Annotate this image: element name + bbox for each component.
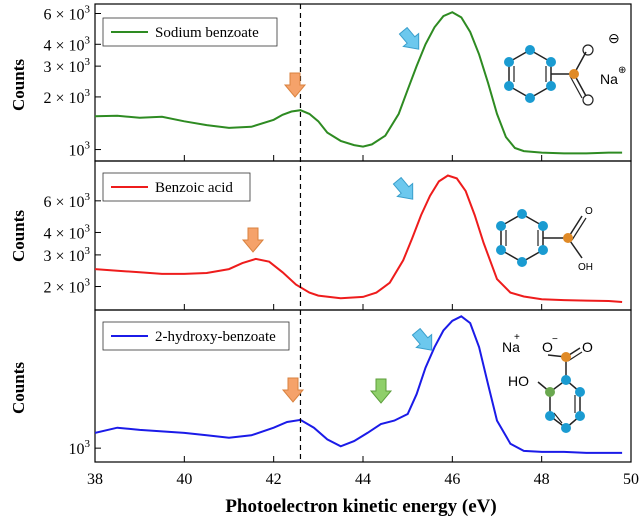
y-tick-label: 4 × 103 [43,222,90,242]
hydroxy-benzoate-molecule: Na + O − O HO [502,332,593,433]
x-tick-label: 48 [534,471,550,488]
panel-3-y-label: Counts [9,362,28,414]
blue-arrow-panel-2 [392,176,414,200]
green-arrow-panel-3 [369,378,393,404]
y-tick-label: 2 × 103 [43,277,90,297]
x-axis-label: Photoelectron kinetic energy (eV) [225,496,496,517]
plus-charge-label: ⊕ [618,65,626,76]
hydroxy-benzoate-series-line [95,315,623,454]
y-tick-label: 3 × 103 [43,56,90,76]
x-tick-label: 46 [444,471,460,488]
acid-o-label: O [585,206,593,217]
x-tick-label: 42 [266,471,282,488]
x-tick-label: 44 [355,471,371,488]
benzoic-acid-series-line [95,174,623,303]
y-tick-label: 2 × 103 [43,87,90,107]
acid-oh-label: OH [578,262,593,273]
na-label: Na [600,71,618,87]
minus-charge-label: ⊖ [608,30,620,46]
x-axis-ticks: 38 40 42 44 46 48 50 [87,155,639,488]
panel-3-y-ticks: 103 [69,438,101,458]
sodium-benzoate-molecule: ⊖ Na ⊕ [504,30,626,106]
y-tick-label: 6 × 103 [43,191,90,211]
panel-2-y-label: Counts [9,210,28,262]
orange-arrow-panel-3 [281,377,305,403]
ho-label: HO [508,373,529,389]
x-tick-label: 50 [623,471,639,488]
plus-label-3: + [514,332,520,343]
blue-arrow-panel-3 [411,327,433,351]
panel-2-y-ticks: 2 × 103 3 × 103 4 × 103 6 × 103 [43,191,101,297]
blue-arrow-panel-1 [398,26,420,50]
y-tick-label: 3 × 103 [43,245,90,265]
y-tick-label: 103 [69,438,91,458]
na-label-3: Na [502,339,520,355]
legend-3-label: 2-hydroxy-benzoate [155,329,276,345]
y-tick-label: 4 × 103 [43,34,90,54]
o-minus-label: O [542,339,553,355]
legend-1-label: Sodium benzoate [155,25,259,41]
o-label-3: O [582,339,593,355]
orange-arrow-panel-1 [283,72,307,98]
x-tick-label: 38 [87,471,103,488]
panel-1-y-label: Counts [9,59,28,111]
legend-panel-1: Sodium benzoate [102,17,278,47]
y-tick-label: 103 [69,140,91,160]
orange-arrow-panel-2 [241,227,265,253]
y-tick-label: 6 × 103 [43,4,90,24]
legend-2-label: Benzoic acid [155,180,233,196]
minus-label-3: − [552,334,558,345]
x-tick-label: 40 [176,471,192,488]
legend-panel-3: 2-hydroxy-benzoate [102,321,290,351]
legend-panel-2: Benzoic acid [102,172,251,202]
benzoic-acid-molecule: O OH [496,206,593,273]
sodium-benzoate-series-line [95,11,623,155]
